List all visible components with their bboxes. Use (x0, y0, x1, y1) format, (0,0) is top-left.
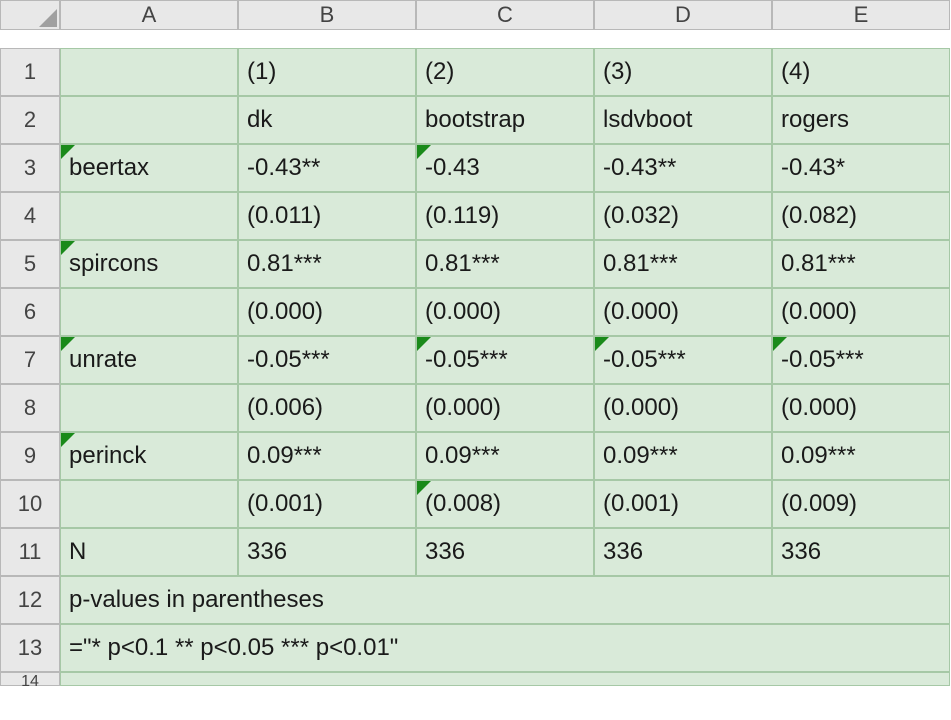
cell-A3[interactable]: beertax (60, 144, 238, 192)
row-header-10[interactable]: 10 (0, 480, 60, 528)
cell-A7[interactable]: unrate (60, 336, 238, 384)
cell-B7[interactable]: -0.05*** (238, 336, 416, 384)
row-header-7[interactable]: 7 (0, 336, 60, 384)
cell-E1[interactable]: (4) (772, 48, 950, 96)
cell-C8[interactable]: (0.000) (416, 384, 594, 432)
cell-A12[interactable]: p-values in parentheses (60, 576, 950, 624)
cell-C6[interactable]: (0.000) (416, 288, 594, 336)
cell-B2[interactable]: dk (238, 96, 416, 144)
cell-D11[interactable]: 336 (594, 528, 772, 576)
cell-A14[interactable] (60, 672, 950, 686)
cell-A1[interactable] (60, 48, 238, 96)
cell-C11[interactable]: 336 (416, 528, 594, 576)
cell-D2[interactable]: lsdvboot (594, 96, 772, 144)
cell-E10[interactable]: (0.009) (772, 480, 950, 528)
cell-A10[interactable] (60, 480, 238, 528)
row-header-2[interactable]: 2 (0, 96, 60, 144)
cell-D3[interactable]: -0.43** (594, 144, 772, 192)
spreadsheet-grid[interactable]: A B C D E 1 (1) (2) (3) (4) 2 dk bootstr… (0, 0, 951, 720)
cell-B3[interactable]: -0.43** (238, 144, 416, 192)
cell-B4[interactable]: (0.011) (238, 192, 416, 240)
row-header-14[interactable]: 14 (0, 672, 60, 686)
cell-E7[interactable]: -0.05*** (772, 336, 950, 384)
cell-C3[interactable]: -0.43 (416, 144, 594, 192)
cell-C10[interactable]: (0.008) (416, 480, 594, 528)
row-header-9[interactable]: 9 (0, 432, 60, 480)
row-header-8[interactable]: 8 (0, 384, 60, 432)
row-header-12[interactable]: 12 (0, 576, 60, 624)
cell-E6[interactable]: (0.000) (772, 288, 950, 336)
cell-A13[interactable]: ="* p<0.1 ** p<0.05 *** p<0.01" (60, 624, 950, 672)
cell-B11[interactable]: 336 (238, 528, 416, 576)
row-header-5[interactable]: 5 (0, 240, 60, 288)
row-header-1[interactable]: 1 (0, 48, 60, 96)
cell-C4[interactable]: (0.119) (416, 192, 594, 240)
cell-E11[interactable]: 336 (772, 528, 950, 576)
cell-B10[interactable]: (0.001) (238, 480, 416, 528)
col-header-D[interactable]: D (594, 0, 772, 30)
cell-B5[interactable]: 0.81*** (238, 240, 416, 288)
cell-A6[interactable] (60, 288, 238, 336)
row-header-11[interactable]: 11 (0, 528, 60, 576)
cell-B1[interactable]: (1) (238, 48, 416, 96)
cell-E3[interactable]: -0.43* (772, 144, 950, 192)
cell-D10[interactable]: (0.001) (594, 480, 772, 528)
row-header-6[interactable]: 6 (0, 288, 60, 336)
cell-E9[interactable]: 0.09*** (772, 432, 950, 480)
row-header-4[interactable]: 4 (0, 192, 60, 240)
cell-B8[interactable]: (0.006) (238, 384, 416, 432)
cell-D9[interactable]: 0.09*** (594, 432, 772, 480)
cell-C1[interactable]: (2) (416, 48, 594, 96)
cell-D8[interactable]: (0.000) (594, 384, 772, 432)
row-header-3[interactable]: 3 (0, 144, 60, 192)
cell-D5[interactable]: 0.81*** (594, 240, 772, 288)
cell-B9[interactable]: 0.09*** (238, 432, 416, 480)
row-header-13[interactable]: 13 (0, 624, 60, 672)
col-header-A[interactable]: A (60, 0, 238, 30)
cell-A8[interactable] (60, 384, 238, 432)
cell-C5[interactable]: 0.81*** (416, 240, 594, 288)
col-header-E[interactable]: E (772, 0, 950, 30)
cell-A11[interactable]: N (60, 528, 238, 576)
cell-D1[interactable]: (3) (594, 48, 772, 96)
cell-C9[interactable]: 0.09*** (416, 432, 594, 480)
cell-D7[interactable]: -0.05*** (594, 336, 772, 384)
cell-B6[interactable]: (0.000) (238, 288, 416, 336)
cell-A5[interactable]: spircons (60, 240, 238, 288)
cell-C2[interactable]: bootstrap (416, 96, 594, 144)
cell-A4[interactable] (60, 192, 238, 240)
cell-E2[interactable]: rogers (772, 96, 950, 144)
col-header-C[interactable]: C (416, 0, 594, 30)
col-header-B[interactable]: B (238, 0, 416, 30)
cell-E8[interactable]: (0.000) (772, 384, 950, 432)
cell-E4[interactable]: (0.082) (772, 192, 950, 240)
cell-E5[interactable]: 0.81*** (772, 240, 950, 288)
cell-A2[interactable] (60, 96, 238, 144)
cell-D4[interactable]: (0.032) (594, 192, 772, 240)
cell-A9[interactable]: perinck (60, 432, 238, 480)
cell-C7[interactable]: -0.05*** (416, 336, 594, 384)
select-all-corner[interactable] (0, 0, 60, 30)
cell-D6[interactable]: (0.000) (594, 288, 772, 336)
